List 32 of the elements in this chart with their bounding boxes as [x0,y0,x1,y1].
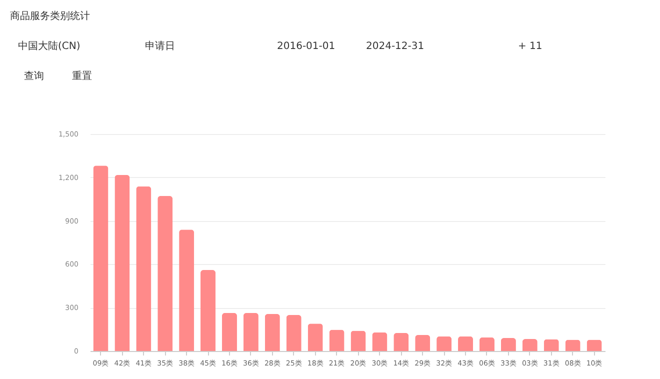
text: 重置 [72,70,92,82]
bar [264,314,280,351]
text: 2016-01-01 [277,41,336,52]
bar [114,174,130,351]
bar [158,196,173,351]
bar [329,330,344,351]
bar [544,339,559,351]
bar [394,333,409,351]
bar [222,312,237,351]
text: 中国大陆(CN) [18,40,80,52]
bar [415,334,430,351]
bar [308,324,323,351]
bar [372,332,388,351]
bar [136,186,152,351]
bar [500,338,516,351]
bar [436,336,452,351]
bar [200,270,216,351]
bar [243,312,258,351]
text: + 11 [518,41,542,52]
text: 查询 [24,70,44,82]
bar [350,330,366,351]
bar [522,338,538,351]
bar [565,340,580,351]
bar [586,340,602,351]
bar [179,230,194,351]
text: 申请日 [145,40,175,52]
bar [458,336,474,351]
bar [286,314,302,351]
chart-title: 商品服务类别统计 [10,10,90,22]
bar [93,166,108,351]
bar [479,337,494,351]
text: 2024-12-31 [366,41,424,52]
